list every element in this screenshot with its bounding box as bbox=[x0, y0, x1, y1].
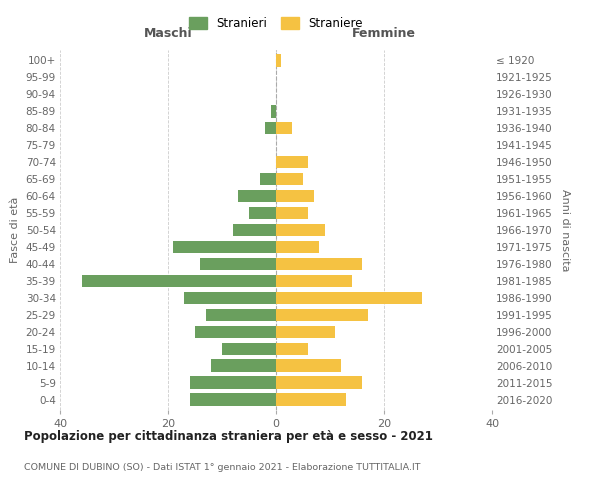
Bar bbox=[260, 172, 276, 186]
Bar bbox=[276, 360, 341, 372]
Text: Femmine: Femmine bbox=[352, 27, 416, 40]
Y-axis label: Anni di nascita: Anni di nascita bbox=[560, 188, 570, 271]
Bar bbox=[184, 292, 276, 304]
Bar bbox=[276, 394, 346, 406]
Bar bbox=[271, 105, 276, 118]
Bar bbox=[82, 274, 276, 287]
Bar bbox=[276, 122, 292, 134]
Bar bbox=[222, 342, 276, 355]
Bar bbox=[276, 376, 362, 389]
Bar bbox=[206, 308, 276, 322]
Bar bbox=[190, 394, 276, 406]
Bar bbox=[265, 122, 276, 134]
Bar bbox=[238, 190, 276, 202]
Bar bbox=[276, 342, 308, 355]
Bar bbox=[276, 326, 335, 338]
Text: COMUNE DI DUBINO (SO) - Dati ISTAT 1° gennaio 2021 - Elaborazione TUTTITALIA.IT: COMUNE DI DUBINO (SO) - Dati ISTAT 1° ge… bbox=[24, 462, 421, 471]
Bar bbox=[276, 308, 368, 322]
Legend: Stranieri, Straniere: Stranieri, Straniere bbox=[185, 14, 367, 34]
Bar bbox=[276, 156, 308, 168]
Bar bbox=[276, 240, 319, 254]
Text: Maschi: Maschi bbox=[143, 27, 193, 40]
Bar bbox=[276, 206, 308, 220]
Bar bbox=[211, 360, 276, 372]
Bar bbox=[190, 376, 276, 389]
Bar bbox=[276, 292, 422, 304]
Bar bbox=[200, 258, 276, 270]
Bar bbox=[276, 190, 314, 202]
Bar bbox=[276, 224, 325, 236]
Bar bbox=[276, 172, 303, 186]
Bar bbox=[276, 258, 362, 270]
Bar bbox=[233, 224, 276, 236]
Text: Popolazione per cittadinanza straniera per età e sesso - 2021: Popolazione per cittadinanza straniera p… bbox=[24, 430, 433, 443]
Bar bbox=[276, 54, 281, 66]
Bar bbox=[249, 206, 276, 220]
Bar bbox=[173, 240, 276, 254]
Bar bbox=[195, 326, 276, 338]
Bar bbox=[276, 274, 352, 287]
Y-axis label: Fasce di età: Fasce di età bbox=[10, 197, 20, 263]
